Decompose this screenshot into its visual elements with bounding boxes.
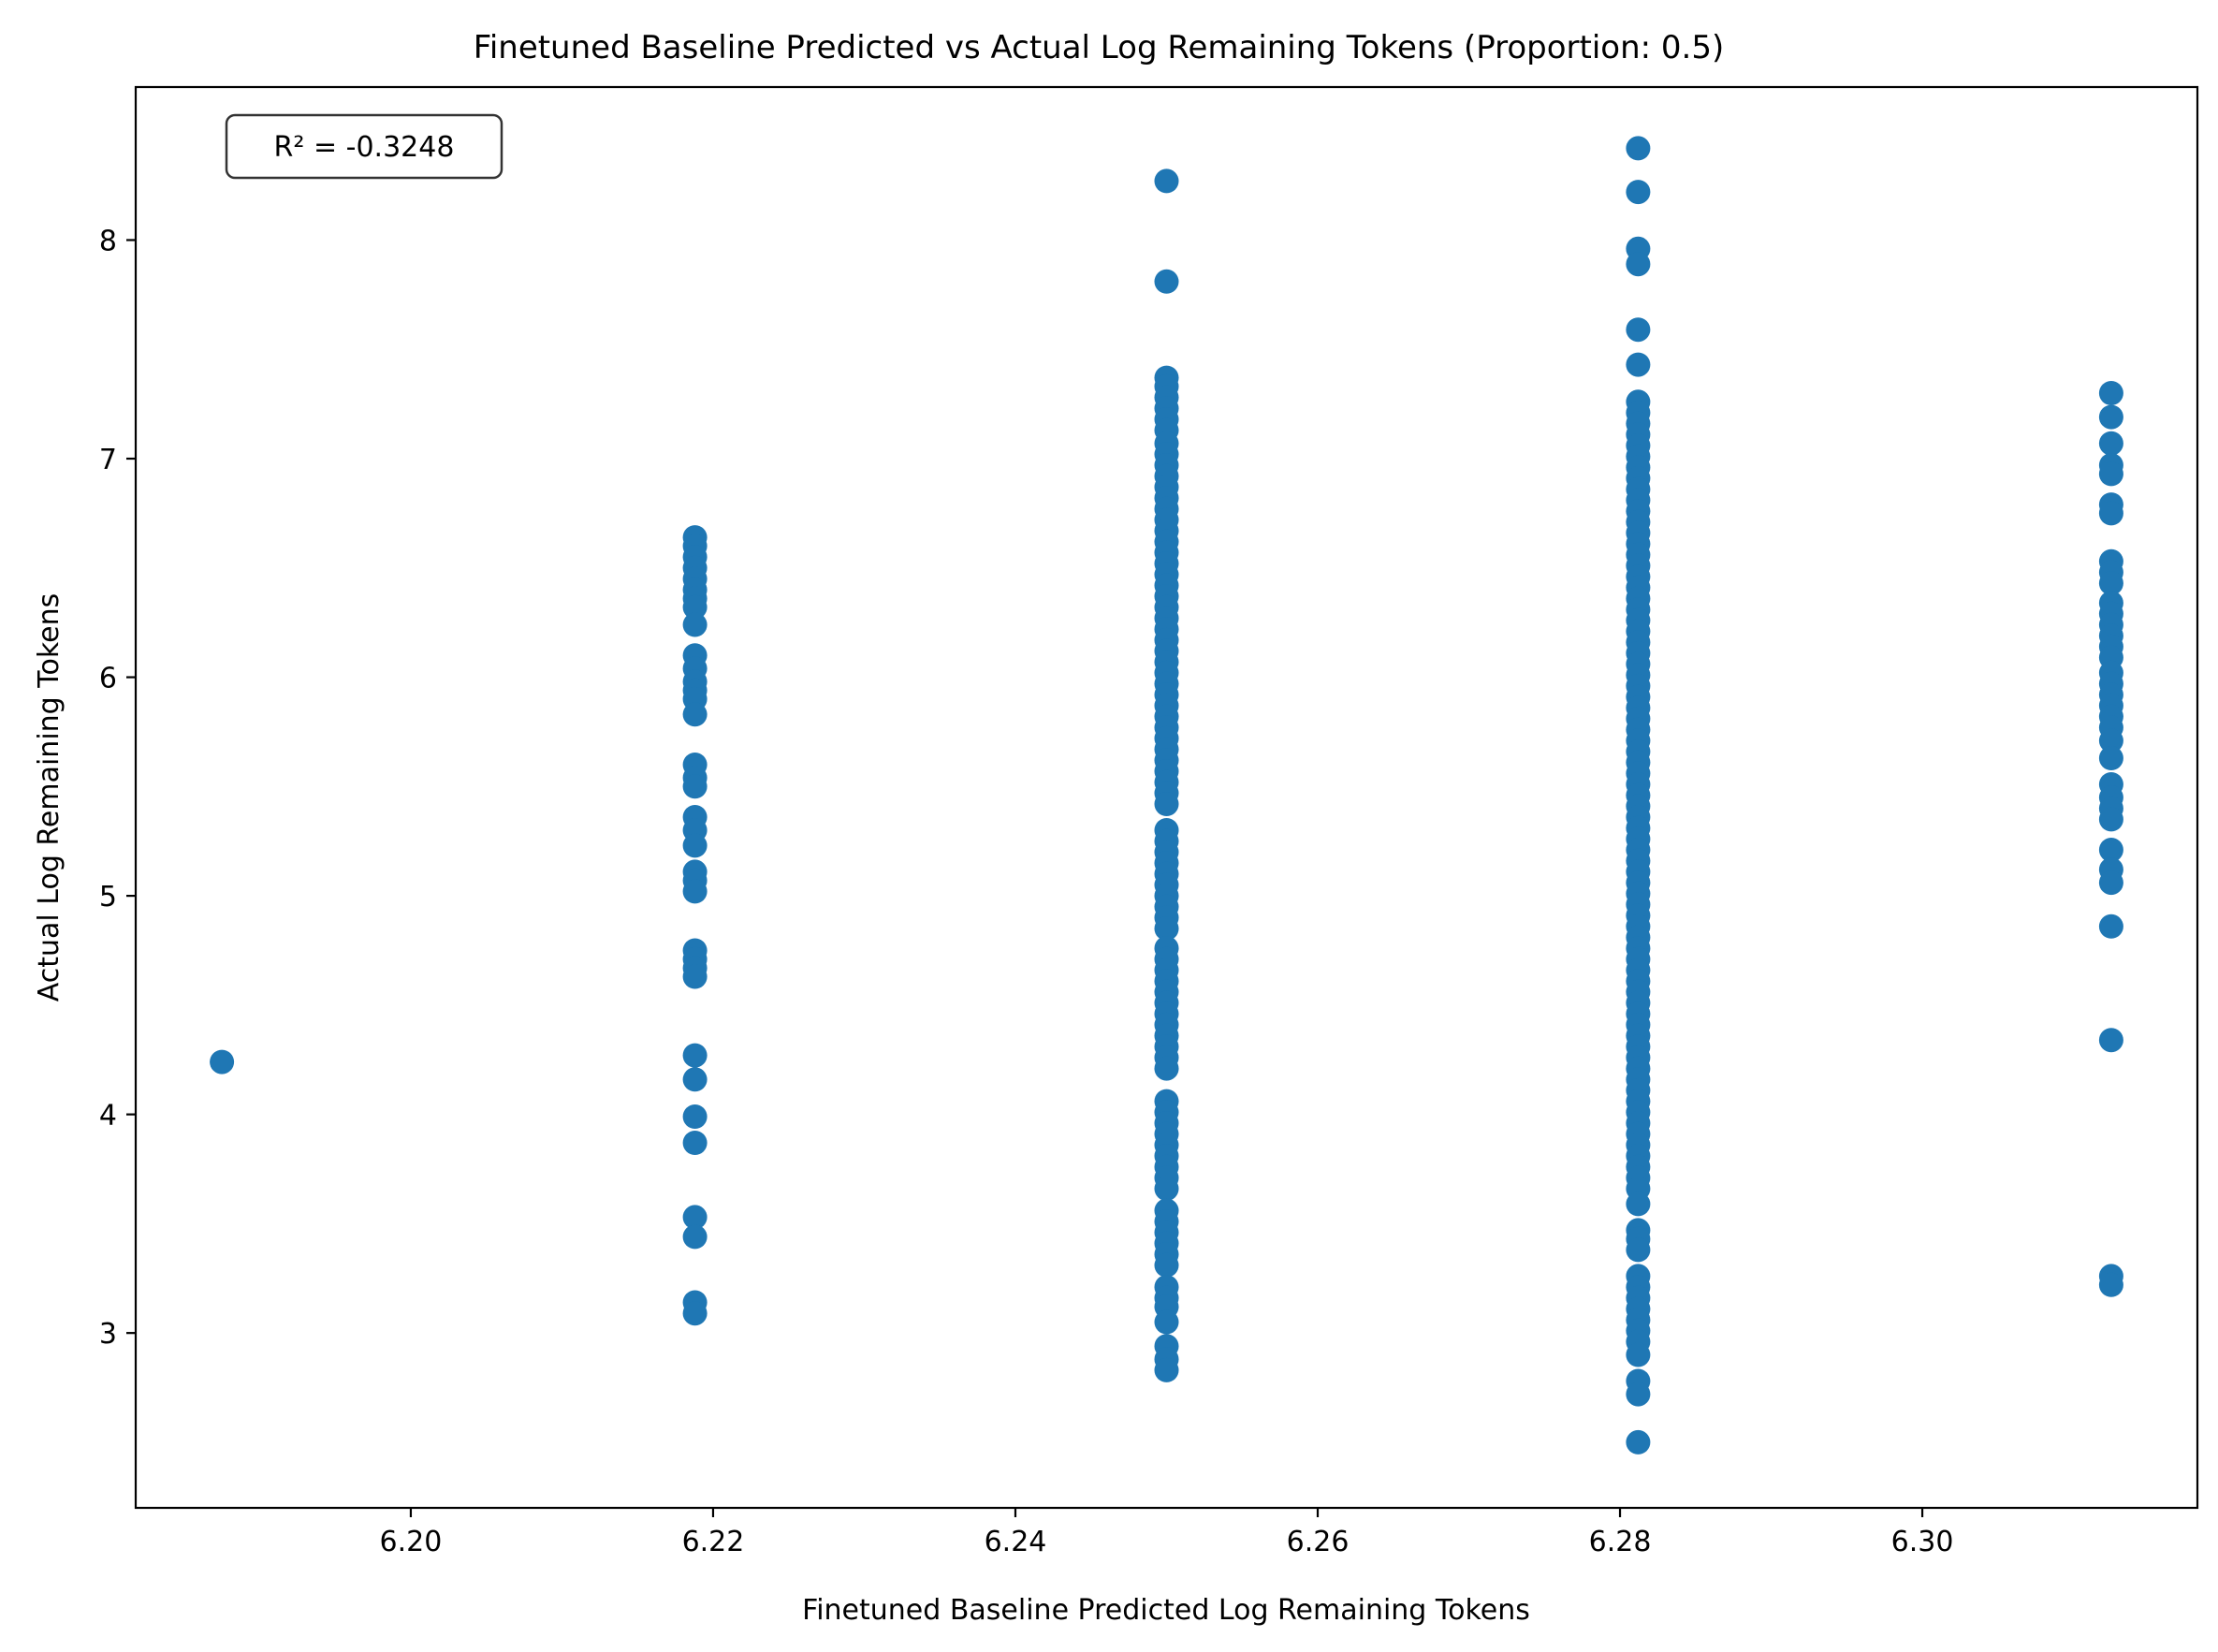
y-tick-label: 4 xyxy=(99,1100,117,1133)
x-tick-label: 6.24 xyxy=(985,1526,1047,1558)
data-point xyxy=(1154,1177,1179,1201)
data-point xyxy=(1154,916,1179,942)
data-point xyxy=(682,1131,708,1155)
plot-area-frame xyxy=(134,85,2199,1510)
data-point xyxy=(1626,180,1651,205)
data-point xyxy=(2098,807,2123,832)
data-point xyxy=(1626,1237,1651,1263)
data-point xyxy=(682,1043,708,1068)
y-axis-ticks: 3 4 5 6 7 8 xyxy=(99,225,136,1351)
data-point xyxy=(1626,1342,1651,1367)
data-point xyxy=(682,1067,708,1092)
r-squared-annotation: R² = -0.3248 xyxy=(225,113,503,180)
y-tick-label: 6 xyxy=(99,663,117,695)
data-point xyxy=(682,879,708,904)
data-point xyxy=(2098,461,2123,487)
data-point xyxy=(1154,792,1179,816)
data-point xyxy=(1154,1252,1179,1278)
x-tick-label: 6.26 xyxy=(1287,1526,1350,1558)
data-point xyxy=(2098,404,2123,430)
x-tick-label: 6.30 xyxy=(1891,1526,1954,1558)
x-tick-label: 6.20 xyxy=(380,1526,443,1558)
data-point xyxy=(2098,431,2123,456)
data-point xyxy=(2098,1272,2123,1297)
data-point xyxy=(1626,1429,1651,1455)
data-point xyxy=(682,594,708,620)
annotation-box xyxy=(225,113,503,180)
data-point xyxy=(1154,168,1179,194)
x-tick-label: 6.22 xyxy=(682,1526,745,1558)
data-point xyxy=(682,1301,708,1326)
data-point xyxy=(1154,1357,1179,1382)
y-tick-label: 3 xyxy=(99,1318,117,1351)
data-point xyxy=(2098,1028,2123,1053)
data-point xyxy=(682,612,708,637)
data-point xyxy=(2098,838,2123,862)
x-axis-ticks: 6.20 6.22 6.24 6.26 6.28 6.30 xyxy=(380,1508,1954,1558)
data-point xyxy=(2098,914,2123,939)
x-tick-label: 6.28 xyxy=(1589,1526,1652,1558)
data-point xyxy=(682,833,708,858)
y-tick-label: 5 xyxy=(99,881,117,914)
data-point xyxy=(682,702,708,727)
data-point xyxy=(2098,501,2123,526)
data-point xyxy=(2098,870,2123,896)
annotation-text: R² = -0.3248 xyxy=(274,131,455,164)
data-point xyxy=(210,1049,235,1075)
data-point xyxy=(1626,1382,1651,1407)
x-axis-label: Finetuned Baseline Predicted Log Remaini… xyxy=(802,1594,1530,1627)
data-point xyxy=(2098,571,2123,596)
data-point xyxy=(1626,1191,1651,1217)
data-point xyxy=(682,1205,708,1230)
data-point xyxy=(682,774,708,799)
data-point xyxy=(682,964,708,989)
data-point xyxy=(682,1104,708,1129)
data-point xyxy=(1154,1056,1179,1081)
y-tick-label: 7 xyxy=(99,444,117,476)
points-layer xyxy=(210,136,2123,1455)
data-point xyxy=(2098,746,2123,770)
chart-title: Finetuned Baseline Predicted vs Actual L… xyxy=(474,29,1725,66)
data-point xyxy=(682,1224,708,1250)
data-point xyxy=(1626,136,1651,161)
y-tick-label: 8 xyxy=(99,225,117,257)
data-point xyxy=(1154,269,1179,294)
data-point xyxy=(1626,252,1651,277)
data-point xyxy=(1626,352,1651,377)
data-point xyxy=(1154,1309,1179,1335)
data-point xyxy=(1626,317,1651,343)
y-axis-label: Actual Log Remaining Tokens xyxy=(33,593,66,1001)
data-point xyxy=(2098,728,2123,753)
data-point xyxy=(2098,381,2123,405)
